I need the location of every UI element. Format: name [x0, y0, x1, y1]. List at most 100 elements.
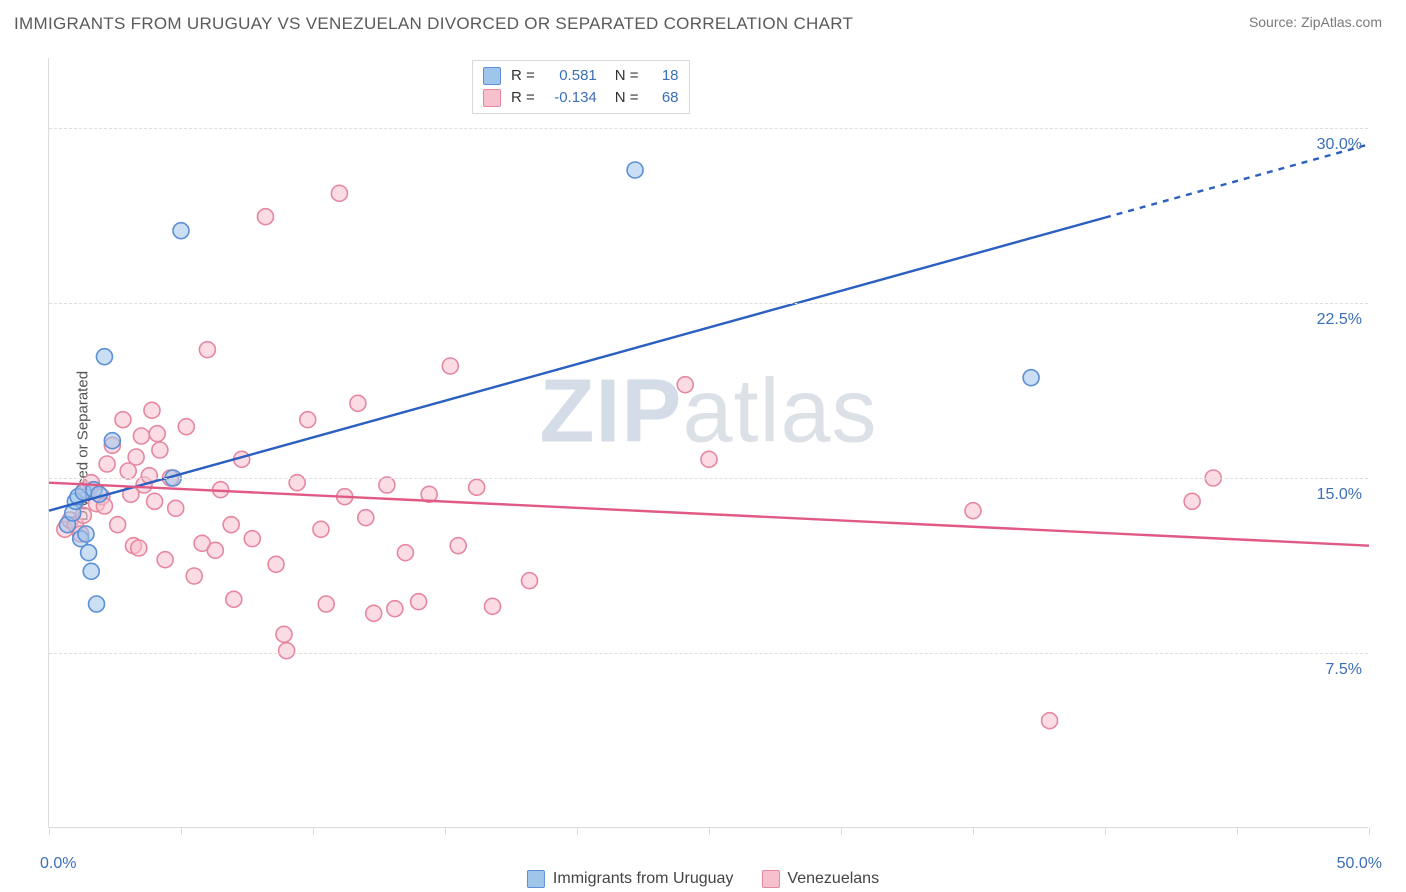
data-point: [366, 605, 382, 621]
x-tick: [973, 827, 974, 835]
legend-stats-box: R = 0.581 N = 18 R = -0.134 N = 68: [472, 60, 690, 114]
n-label: N =: [615, 65, 639, 87]
y-tick-label: 22.5%: [1317, 311, 1362, 329]
r-value: -0.134: [545, 87, 597, 109]
data-point: [411, 594, 427, 610]
data-point: [450, 538, 466, 554]
data-point: [1023, 370, 1039, 386]
data-point: [152, 442, 168, 458]
data-point: [318, 596, 334, 612]
data-point: [168, 500, 184, 516]
data-point: [96, 349, 112, 365]
data-point: [128, 449, 144, 465]
data-point: [379, 477, 395, 493]
data-point: [144, 402, 160, 418]
data-point: [485, 598, 501, 614]
trend-line-dashed: [1105, 144, 1369, 217]
y-tick-label: 30.0%: [1317, 136, 1362, 154]
gridline: [49, 653, 1368, 654]
plot-svg: [49, 58, 1368, 827]
data-point: [397, 545, 413, 561]
gridline: [49, 128, 1368, 129]
r-label: R =: [511, 87, 535, 109]
data-point: [223, 517, 239, 533]
x-tick: [445, 827, 446, 835]
data-point: [313, 521, 329, 537]
data-point: [149, 426, 165, 442]
chart-source: Source: ZipAtlas.com: [1249, 14, 1382, 30]
data-point: [89, 596, 105, 612]
legend-item: Venezuelans: [761, 870, 879, 888]
data-point: [157, 552, 173, 568]
data-point: [627, 162, 643, 178]
data-point: [83, 563, 99, 579]
data-point: [965, 503, 981, 519]
legend-swatch: [761, 870, 779, 888]
data-point: [186, 568, 202, 584]
legend-swatch: [483, 89, 501, 107]
legend-item: Immigrants from Uruguay: [527, 870, 734, 888]
legend-bottom: Immigrants from Uruguay Venezuelans: [527, 870, 879, 888]
data-point: [350, 395, 366, 411]
legend-stats-row: R = 0.581 N = 18: [483, 65, 679, 87]
x-tick: [313, 827, 314, 835]
data-point: [442, 358, 458, 374]
data-point: [677, 377, 693, 393]
data-point: [131, 540, 147, 556]
data-point: [104, 433, 120, 449]
legend-label: Immigrants from Uruguay: [553, 870, 734, 888]
data-point: [81, 545, 97, 561]
data-point: [226, 591, 242, 607]
chart-title: IMMIGRANTS FROM URUGUAY VS VENEZUELAN DI…: [14, 14, 853, 34]
legend-stats-row: R = -0.134 N = 68: [483, 87, 679, 109]
data-point: [521, 573, 537, 589]
x-tick: [181, 827, 182, 835]
data-point: [115, 412, 131, 428]
data-point: [178, 419, 194, 435]
data-point: [78, 526, 94, 542]
data-point: [701, 451, 717, 467]
r-value: 0.581: [545, 65, 597, 87]
x-tick: [1369, 827, 1370, 835]
data-point: [199, 342, 215, 358]
data-point: [276, 626, 292, 642]
data-point: [110, 517, 126, 533]
y-tick-label: 7.5%: [1326, 661, 1362, 679]
data-point: [1042, 713, 1058, 729]
data-point: [387, 601, 403, 617]
data-point: [147, 493, 163, 509]
y-tick-label: 15.0%: [1317, 486, 1362, 504]
gridline: [49, 303, 1368, 304]
legend-label: Venezuelans: [787, 870, 879, 888]
data-point: [300, 412, 316, 428]
x-tick: [577, 827, 578, 835]
data-point: [99, 456, 115, 472]
x-tick: [1237, 827, 1238, 835]
data-point: [1184, 493, 1200, 509]
data-point: [469, 479, 485, 495]
trend-line: [49, 218, 1105, 511]
n-value: 18: [649, 65, 679, 87]
data-point: [257, 209, 273, 225]
x-axis-max-label: 50.0%: [1337, 855, 1382, 873]
x-tick: [841, 827, 842, 835]
data-point: [268, 556, 284, 572]
plot-area: ZIPatlas 7.5%15.0%22.5%30.0%: [48, 58, 1368, 828]
data-point: [207, 542, 223, 558]
legend-swatch: [483, 67, 501, 85]
data-point: [358, 510, 374, 526]
legend-swatch: [527, 870, 545, 888]
x-tick: [1105, 827, 1106, 835]
data-point: [279, 643, 295, 659]
n-label: N =: [615, 87, 639, 109]
x-tick: [709, 827, 710, 835]
data-point: [133, 428, 149, 444]
n-value: 68: [649, 87, 679, 109]
data-point: [173, 223, 189, 239]
x-axis-min-label: 0.0%: [40, 855, 76, 873]
r-label: R =: [511, 65, 535, 87]
gridline: [49, 478, 1368, 479]
data-point: [331, 185, 347, 201]
data-point: [244, 531, 260, 547]
x-tick: [49, 827, 50, 835]
